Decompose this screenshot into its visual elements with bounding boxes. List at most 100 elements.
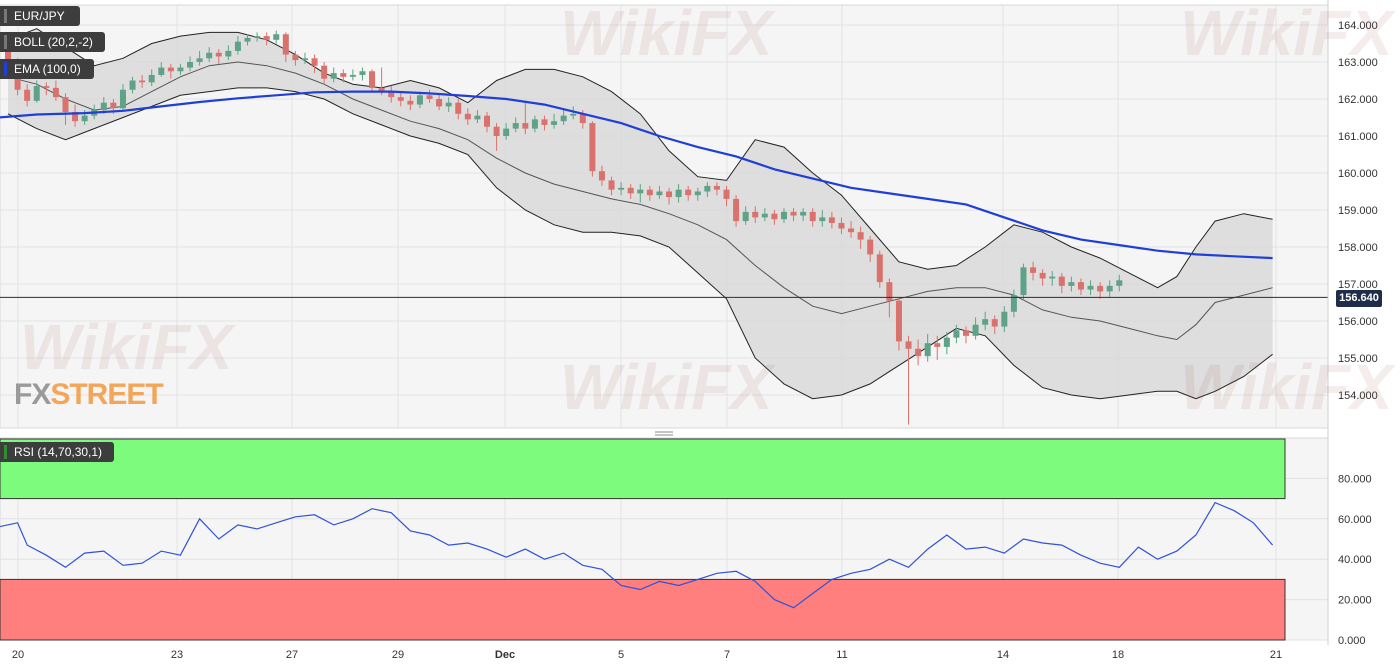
- current-price-badge: 156.640: [1336, 290, 1382, 307]
- candle-body: [110, 102, 117, 109]
- candle-body: [225, 50, 232, 57]
- candle-body: [493, 126, 500, 136]
- candle-body: [445, 102, 452, 107]
- candle-body: [675, 189, 682, 198]
- candle-body: [426, 95, 433, 99]
- candle-body: [666, 191, 673, 198]
- bollinger-legend[interactable]: BOLL (20,2,-2): [0, 32, 105, 52]
- candle-body: [1116, 280, 1123, 286]
- x-tick-label: 5: [618, 649, 624, 661]
- candle-body: [119, 89, 126, 109]
- price-tick-label: 158.000: [1338, 242, 1378, 254]
- candle-body: [330, 73, 337, 79]
- candle-body: [215, 52, 222, 57]
- x-tick-label: 20: [12, 649, 24, 661]
- candle-body: [244, 37, 251, 42]
- x-tick-label: 23: [171, 649, 183, 661]
- rsi-legend[interactable]: RSI (14,70,30,1): [0, 442, 114, 462]
- candle-body: [713, 185, 720, 190]
- candle-body: [1030, 267, 1037, 273]
- candle-body: [81, 115, 88, 122]
- candle-body: [618, 187, 625, 190]
- candle-body: [867, 239, 874, 255]
- candle-body: [579, 113, 586, 124]
- candle-body: [378, 87, 385, 92]
- candle-body: [311, 58, 318, 66]
- candle-body: [694, 191, 701, 196]
- x-tick-label: 29: [392, 649, 404, 661]
- candle-body: [129, 80, 136, 90]
- candle-body: [656, 191, 663, 196]
- candle-body: [388, 91, 395, 98]
- candle-body: [704, 185, 711, 192]
- candle-body: [1087, 285, 1094, 290]
- symbol-label[interactable]: EUR/JPY: [0, 6, 80, 26]
- candle-body: [742, 211, 749, 222]
- candle-body: [1058, 276, 1065, 286]
- rsi-tick-label: 40.000: [1338, 554, 1372, 566]
- axis-background: [1328, 0, 1400, 667]
- candle-body: [455, 102, 462, 114]
- candle-body: [963, 330, 969, 336]
- candle-body: [723, 189, 730, 199]
- candle-body: [895, 300, 902, 342]
- candle-body: [752, 211, 759, 218]
- candle-body: [206, 52, 213, 59]
- bollinger-middle-line: [7, 61, 1273, 341]
- candle-body: [1049, 276, 1056, 279]
- ema-100-line: [0, 90, 1273, 260]
- fxstreet-logo-street: STREET: [50, 378, 163, 411]
- price-tick-label: 154.000: [1338, 390, 1378, 402]
- candle-body: [1106, 285, 1113, 292]
- x-tick-label: 18: [1112, 649, 1124, 661]
- x-tick-label: 11: [836, 649, 847, 661]
- candle-body: [177, 67, 184, 72]
- candle-body: [436, 99, 443, 107]
- candle-body: [848, 228, 855, 233]
- candle-body: [464, 113, 471, 120]
- rsi-tick-label: 0.000: [1338, 635, 1366, 647]
- candle-body: [551, 121, 558, 125]
- candle-body: [474, 115, 481, 120]
- price-tick-label: 161.000: [1338, 131, 1378, 143]
- bollinger-upper-line: [7, 28, 1273, 289]
- candle-body: [790, 211, 797, 216]
- candle-body: [369, 71, 376, 88]
- rsi-oversold-zone: [0, 578, 1286, 641]
- x-tick-label: Dec: [495, 649, 515, 661]
- candle-body: [340, 73, 347, 77]
- price-tick-label: 160.000: [1338, 168, 1378, 180]
- ema-legend[interactable]: EMA (100,0): [0, 59, 94, 79]
- fxstreet-logo: FXSTREET: [14, 378, 164, 412]
- price-tick-label: 159.000: [1338, 205, 1378, 217]
- candle-body: [570, 113, 577, 116]
- price-tick-label: 162.000: [1338, 94, 1378, 106]
- candle-body: [589, 123, 596, 172]
- candle-body: [187, 62, 194, 68]
- rsi-tick-label: 60.000: [1338, 514, 1372, 526]
- bollinger-band-fill: [8, 28, 1273, 399]
- candle-body: [838, 222, 845, 229]
- candle-body: [416, 95, 423, 105]
- candle-body: [982, 319, 989, 325]
- candle-body: [733, 198, 740, 222]
- candle-body: [685, 189, 692, 196]
- candle-body: [139, 80, 146, 83]
- candle-body: [273, 34, 280, 40]
- candle-body: [905, 341, 912, 349]
- candle-body: [934, 343, 941, 347]
- candle-body: [349, 74, 356, 77]
- price-tick-label: 163.000: [1338, 57, 1378, 69]
- candle-body: [33, 86, 40, 101]
- candle-body: [809, 211, 816, 222]
- rsi-tick-label: 80.000: [1338, 473, 1372, 485]
- candle-body: [158, 67, 165, 75]
- candle-body: [608, 180, 615, 190]
- candle-body: [234, 41, 241, 51]
- candle-body: [800, 211, 807, 216]
- candle-body: [359, 71, 366, 75]
- candle-body: [915, 348, 922, 357]
- candle-body: [857, 232, 864, 240]
- rsi-line: [0, 501, 1274, 609]
- rsi-tick-label: 20.000: [1338, 595, 1372, 607]
